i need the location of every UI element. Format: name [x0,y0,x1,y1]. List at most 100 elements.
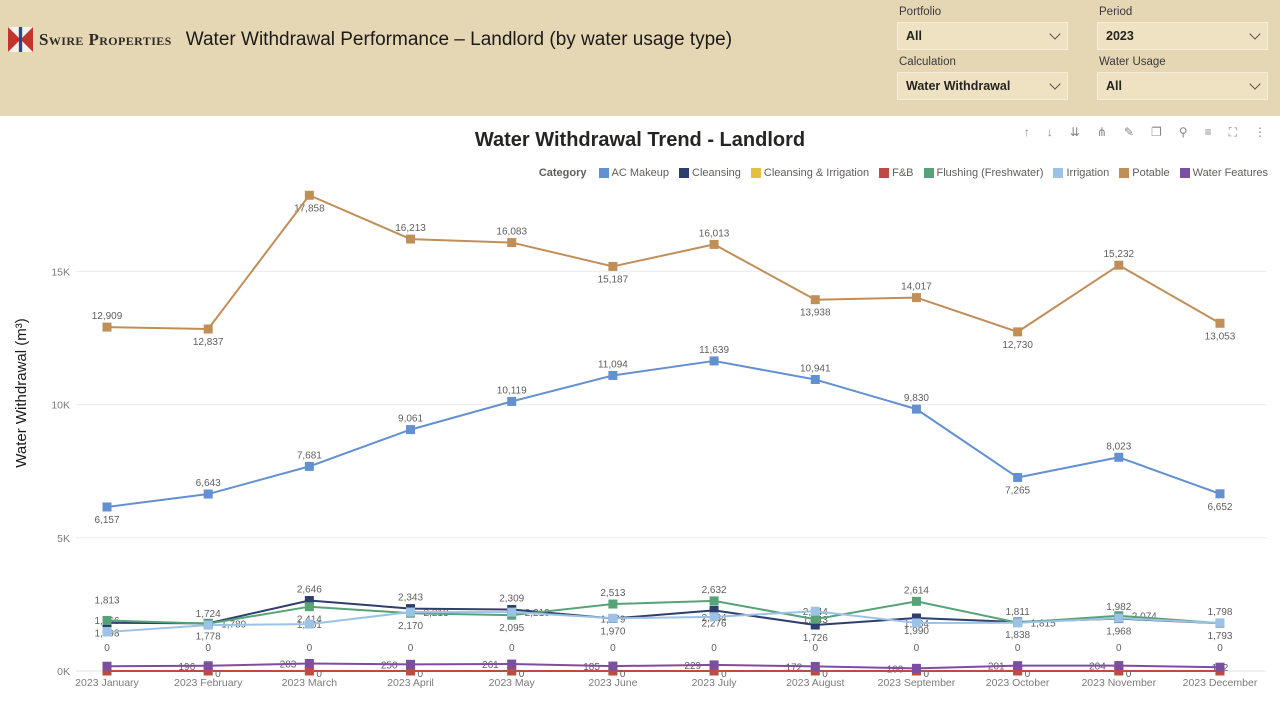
data-point-marker[interactable] [507,666,517,676]
data-point-marker[interactable] [810,620,820,630]
data-point-marker[interactable] [203,324,213,334]
legend-item-water-features[interactable]: Water Features [1179,167,1268,179]
filter-label-water-usage: Water Usage [1099,56,1166,68]
filter-water-usage-value: All [1106,79,1122,93]
data-point-marker[interactable] [507,238,517,248]
data-point-marker[interactable] [304,190,314,200]
focus-mode-icon[interactable]: ⛶ [1228,125,1237,139]
series-line-ac-makeup [106,359,1221,508]
data-label: 15,187 [598,274,629,285]
data-point-marker[interactable] [1114,452,1124,462]
data-point-marker[interactable] [102,615,112,625]
data-point-marker[interactable] [102,661,112,671]
legend-item-flushing-freshwater-[interactable]: Flushing (Freshwater) [923,167,1043,179]
data-label: 2,614 [904,585,929,596]
data-point-marker[interactable] [709,356,719,366]
data-point-marker[interactable] [1013,666,1023,676]
data-point-marker[interactable] [1215,662,1225,672]
y-tick-label: 0K [57,666,70,678]
data-point-marker[interactable] [1013,661,1023,671]
data-point-marker[interactable] [1013,618,1023,628]
trend-chart: 6,157 6,643 7,681 9,061 10,119 11,094 11,639 10… [13,190,1266,689]
data-point-marker[interactable] [406,425,416,435]
data-point-marker[interactable] [709,660,719,670]
data-point-marker[interactable] [810,666,820,676]
data-point-marker[interactable] [507,396,517,406]
data-point-marker[interactable] [1114,613,1124,623]
legend-item-f-b[interactable]: F&B [879,167,914,179]
data-point-marker[interactable] [1013,327,1023,337]
legend-item-cleansing-irrigation[interactable]: Cleansing & Irrigation [750,167,869,179]
data-point-marker[interactable] [304,666,314,676]
data-point-marker[interactable] [1215,489,1225,499]
data-point-marker[interactable] [810,295,820,305]
search-icon[interactable]: ⚲ [1178,125,1188,139]
data-point-marker[interactable] [1215,318,1225,328]
data-point-marker[interactable] [102,666,112,676]
data-point-marker[interactable] [406,607,416,617]
data-point-marker[interactable] [1114,661,1124,671]
data-point-marker[interactable] [203,620,213,630]
legend-item-potable[interactable]: Potable [1119,167,1170,179]
pin-icon[interactable]: ✎ [1123,125,1135,139]
data-point-marker[interactable] [608,613,618,623]
more-options-icon[interactable]: ⋮ [1254,125,1266,139]
data-point-marker[interactable] [608,666,618,676]
data-point-marker[interactable] [709,596,719,606]
data-point-marker[interactable] [608,661,618,671]
data-point-marker[interactable] [810,661,820,671]
data-point-marker[interactable] [911,596,921,606]
data-point-marker[interactable] [203,489,213,499]
chevron-down-icon [1249,28,1261,40]
filter-water-usage-dropdown[interactable]: All [1097,72,1268,100]
data-point-marker[interactable] [304,596,314,606]
data-point-marker[interactable] [810,375,820,385]
expand-all-levels-icon[interactable]: ⋔ [1096,125,1107,139]
legend-item-irrigation[interactable]: Irrigation [1053,167,1109,179]
data-point-marker[interactable] [304,619,314,629]
data-point-marker[interactable] [406,234,416,244]
data-point-marker[interactable] [102,322,112,332]
data-point-marker[interactable] [810,606,820,616]
drill-up-icon[interactable]: ↑ [1023,125,1030,139]
data-point-marker[interactable] [709,605,719,615]
data-point-marker[interactable] [911,663,921,673]
data-point-marker[interactable] [810,614,820,624]
data-point-marker[interactable] [608,261,618,271]
data-point-marker[interactable] [304,658,314,668]
data-point-marker[interactable] [1114,260,1124,270]
data-point-marker[interactable] [1114,666,1124,676]
data-label: 0 [215,669,221,680]
data-point-marker[interactable] [1215,618,1225,628]
data-point-marker[interactable] [1013,472,1023,482]
filter-calculation-dropdown[interactable]: Water Withdrawal [897,72,1068,100]
data-point-marker[interactable] [507,607,517,617]
data-point-marker[interactable] [406,666,416,676]
data-point-marker[interactable] [507,659,517,669]
data-point-marker[interactable] [203,661,213,671]
data-point-marker[interactable] [911,293,921,303]
data-point-marker[interactable] [709,239,719,249]
go-to-next-level-icon[interactable]: ⇊ [1069,125,1080,139]
filter-icon[interactable]: ≡ [1204,125,1212,139]
data-point-marker[interactable] [203,666,213,676]
data-point-marker[interactable] [709,666,719,676]
copy-icon[interactable]: ❐ [1151,125,1162,139]
data-point-marker[interactable] [304,602,314,612]
data-point-marker[interactable] [709,612,719,622]
data-point-marker[interactable] [911,404,921,414]
data-point-marker[interactable] [304,461,314,471]
legend-item-cleansing[interactable]: Cleansing [679,167,741,179]
data-point-marker[interactable] [911,613,921,623]
legend-item-ac-makeup[interactable]: AC Makeup [598,167,669,179]
drill-down-icon[interactable]: ↓ [1046,125,1053,139]
data-point-marker[interactable] [102,502,112,512]
x-tick-label: 2023 December [1183,677,1258,689]
data-point-marker[interactable] [911,618,921,628]
data-point-marker[interactable] [102,627,112,637]
filter-portfolio-dropdown[interactable]: All [897,22,1068,50]
data-point-marker[interactable] [608,599,618,609]
data-point-marker[interactable] [406,659,416,669]
filter-period-dropdown[interactable]: 2023 [1097,22,1268,50]
data-point-marker[interactable] [608,370,618,380]
